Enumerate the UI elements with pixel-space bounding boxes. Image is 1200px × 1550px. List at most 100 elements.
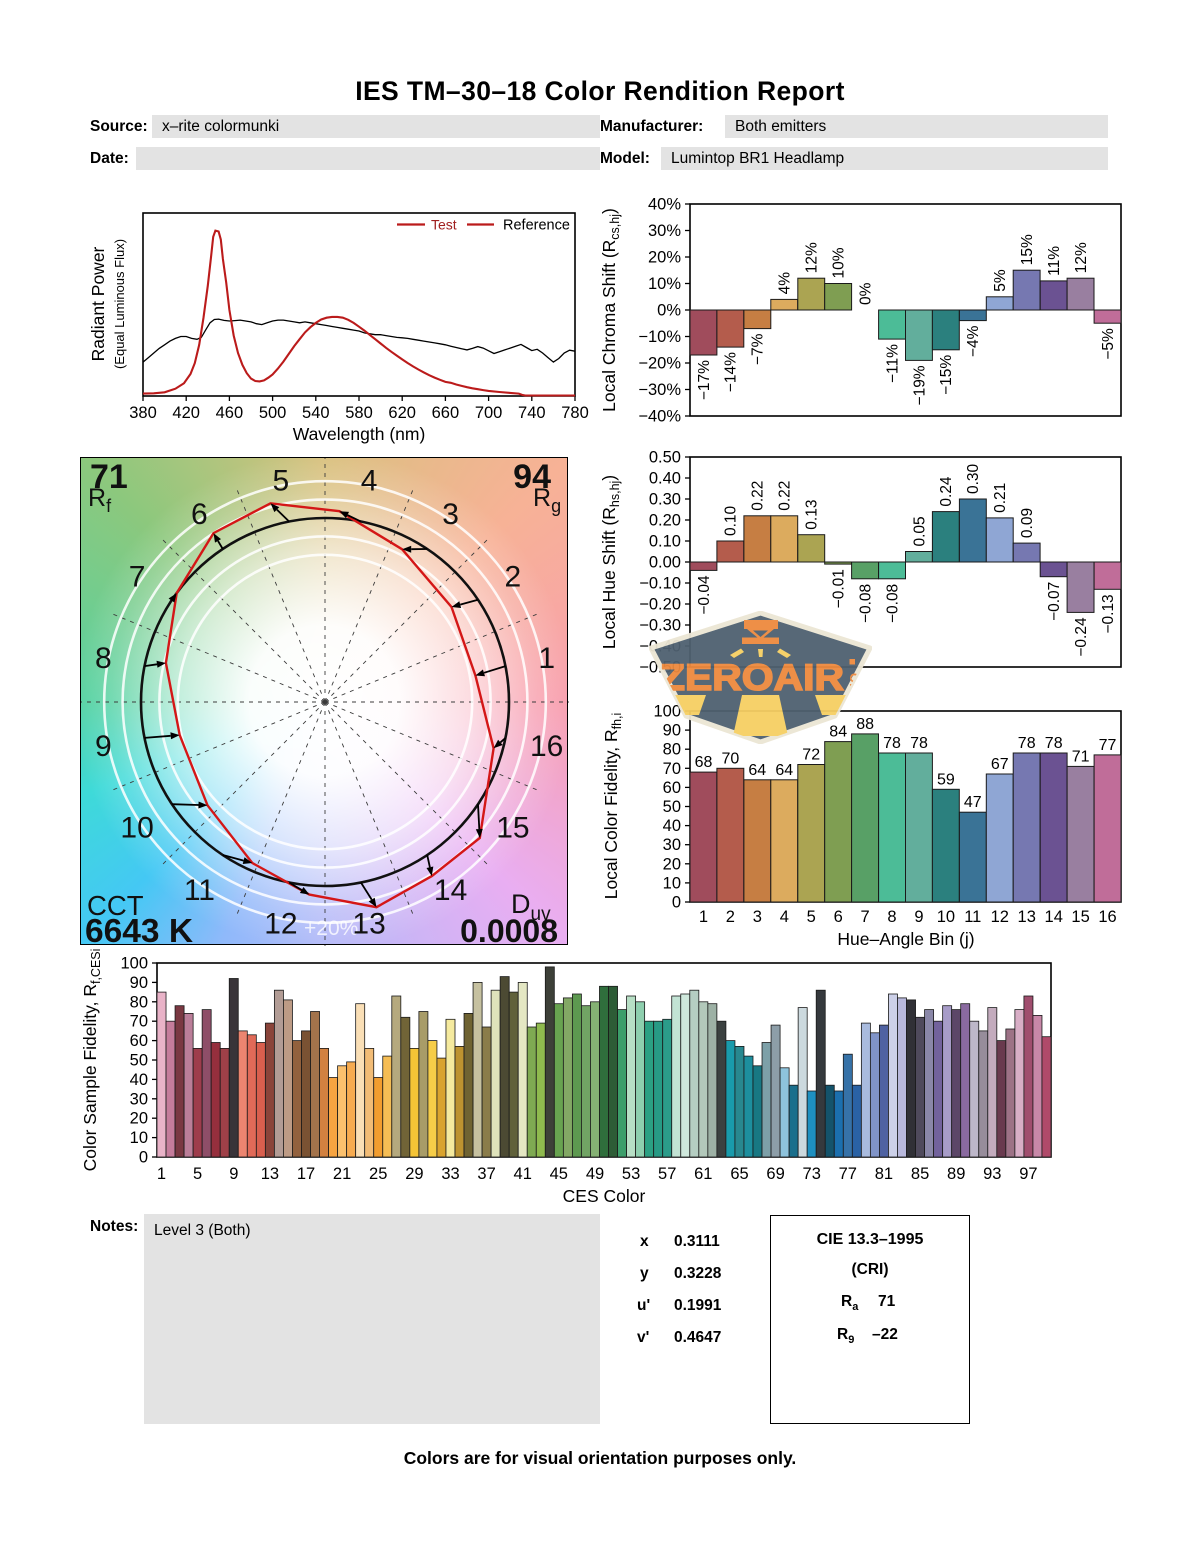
svg-text:2: 2 <box>505 560 522 593</box>
svg-text:13: 13 <box>352 908 385 941</box>
svg-text:16: 16 <box>1098 908 1116 926</box>
svg-text:10: 10 <box>663 874 681 892</box>
svg-text:37: 37 <box>477 1165 495 1183</box>
svg-text:40%: 40% <box>648 196 681 214</box>
svg-text:71: 71 <box>1072 748 1090 765</box>
svg-text:740: 740 <box>518 404 546 422</box>
svg-text:30: 30 <box>663 836 681 854</box>
svg-text:50: 50 <box>663 798 681 816</box>
svg-text:10%: 10% <box>648 275 681 293</box>
svg-text:64: 64 <box>775 762 793 779</box>
svg-text:Local Hue Shift (Rhs,hj): Local Hue Shift (Rhs,hj) <box>599 475 622 649</box>
svg-text:−10%: −10% <box>638 328 681 346</box>
svg-text:20: 20 <box>663 855 681 873</box>
svg-text:0: 0 <box>139 1149 148 1167</box>
svg-text:6643 K: 6643 K <box>85 913 193 946</box>
svg-text:78: 78 <box>883 735 901 752</box>
svg-text:Local Color Fidelity, Rfh,i: Local Color Fidelity, Rfh,i <box>601 713 624 900</box>
svg-text:78: 78 <box>1045 735 1063 752</box>
svg-text:−0.20: −0.20 <box>639 596 681 614</box>
svg-text:20: 20 <box>130 1110 148 1128</box>
svg-text:2: 2 <box>726 908 735 926</box>
svg-text:540: 540 <box>302 404 330 422</box>
svg-text:11: 11 <box>184 874 215 907</box>
svg-text:90: 90 <box>130 974 148 992</box>
svg-text:0.30: 0.30 <box>965 463 982 494</box>
svg-text:0.09: 0.09 <box>1019 508 1036 538</box>
svg-text:16: 16 <box>530 730 563 763</box>
svg-text:700: 700 <box>475 404 503 422</box>
svg-text:0.24: 0.24 <box>938 476 955 507</box>
svg-text:8: 8 <box>95 642 112 675</box>
svg-text:Radiant Power: Radiant Power <box>88 246 108 361</box>
svg-text:71: 71 <box>90 458 128 496</box>
svg-text:67: 67 <box>991 756 1009 773</box>
svg-text:9: 9 <box>229 1165 238 1183</box>
svg-text:100: 100 <box>120 955 148 973</box>
svg-text:5: 5 <box>807 908 816 926</box>
svg-text:84: 84 <box>829 724 847 741</box>
svg-text:−0.07: −0.07 <box>1046 582 1063 621</box>
svg-text:0.50: 0.50 <box>649 449 681 467</box>
svg-text:93: 93 <box>983 1165 1001 1183</box>
svg-text:0.22: 0.22 <box>777 481 794 511</box>
svg-text:0.22: 0.22 <box>750 481 767 511</box>
svg-text:15%: 15% <box>1019 234 1036 265</box>
svg-text:100: 100 <box>653 703 681 721</box>
svg-text:77: 77 <box>839 1165 857 1183</box>
svg-text:1: 1 <box>157 1165 166 1183</box>
svg-text:0.21: 0.21 <box>992 483 1009 513</box>
svg-text:80: 80 <box>130 993 148 1011</box>
svg-text:1: 1 <box>538 642 555 675</box>
svg-text:Test: Test <box>431 217 457 233</box>
svg-text:11%: 11% <box>1046 246 1063 276</box>
svg-text:70: 70 <box>130 1013 148 1031</box>
svg-text:780: 780 <box>561 404 589 422</box>
svg-text:11: 11 <box>964 908 981 926</box>
svg-text:−30%: −30% <box>638 381 681 399</box>
svg-text:−14%: −14% <box>723 352 740 392</box>
svg-text:+20%: +20% <box>304 917 358 940</box>
svg-text:68: 68 <box>695 754 713 771</box>
svg-text:53: 53 <box>622 1165 640 1183</box>
svg-text:−15%: −15% <box>938 355 955 395</box>
svg-text:85: 85 <box>911 1165 929 1183</box>
svg-text:−0.08: −0.08 <box>884 584 901 623</box>
svg-text:620: 620 <box>388 404 416 422</box>
svg-text:7: 7 <box>861 908 870 926</box>
svg-text:88: 88 <box>856 716 874 733</box>
svg-text:73: 73 <box>803 1165 821 1183</box>
svg-text:78: 78 <box>1018 735 1036 752</box>
svg-text:380: 380 <box>129 404 157 422</box>
svg-text:0.40: 0.40 <box>649 470 681 488</box>
svg-text:(Equal Luminous Flux): (Equal Luminous Flux) <box>112 239 127 369</box>
svg-text:14: 14 <box>434 874 467 907</box>
svg-text:50: 50 <box>130 1052 148 1070</box>
svg-text:10: 10 <box>130 1129 148 1147</box>
svg-text:1: 1 <box>699 908 708 926</box>
svg-text:15: 15 <box>496 812 529 845</box>
svg-text:81: 81 <box>875 1165 893 1183</box>
svg-text:−11%: −11% <box>884 344 901 383</box>
svg-text:−40%: −40% <box>638 408 681 426</box>
svg-text:ORG: ORG <box>847 673 862 703</box>
svg-text:40: 40 <box>663 817 681 835</box>
svg-text:0: 0 <box>672 894 681 912</box>
svg-text:25: 25 <box>369 1165 387 1183</box>
svg-text:8: 8 <box>887 908 896 926</box>
svg-text:CES Color: CES Color <box>563 1186 646 1206</box>
svg-text:15: 15 <box>1071 908 1089 926</box>
svg-text:5%: 5% <box>992 269 1009 292</box>
svg-text:5: 5 <box>193 1165 202 1183</box>
svg-text:−0.24: −0.24 <box>1073 617 1090 657</box>
svg-text:580: 580 <box>345 404 373 422</box>
svg-text:47: 47 <box>964 794 982 811</box>
svg-text:−17%: −17% <box>696 360 713 400</box>
svg-text:500: 500 <box>259 404 287 422</box>
svg-text:Local Chroma Shift (Rcs,hj): Local Chroma Shift (Rcs,hj) <box>599 208 622 412</box>
svg-text:12: 12 <box>991 908 1009 926</box>
svg-text:60: 60 <box>663 779 681 797</box>
svg-text:0.10: 0.10 <box>723 505 740 536</box>
svg-text:0.10: 0.10 <box>649 533 681 551</box>
svg-text:−0.13: −0.13 <box>1100 594 1117 633</box>
